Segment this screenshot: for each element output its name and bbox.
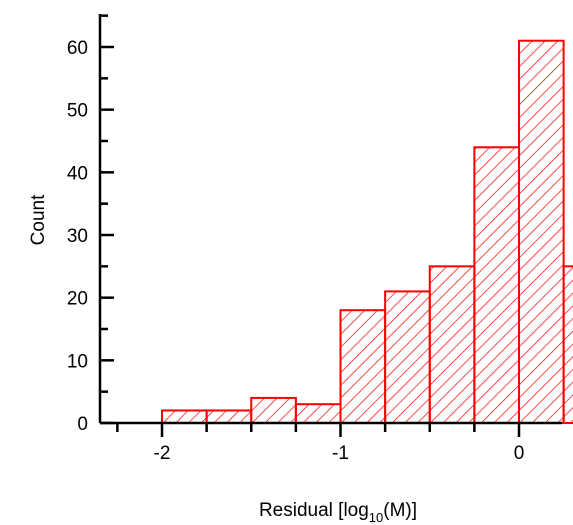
histogram-bar (428, 265, 476, 425)
histogram-bar (473, 146, 520, 424)
bars-group (161, 39, 573, 425)
x-tick-label: -1 (332, 443, 349, 464)
y-tick-label: 0 (77, 414, 88, 435)
y-tick-label: 60 (67, 38, 88, 59)
y-tick-label: 50 (67, 101, 88, 122)
histogram-bar (250, 396, 297, 424)
x-tick-label: -2 (154, 443, 171, 464)
y-tick-label: 10 (67, 351, 88, 372)
x-tick-label: 0 (514, 443, 525, 464)
histogram-bar (384, 290, 431, 424)
y-tick-label: 20 (67, 289, 88, 310)
y-tick-label: 40 (67, 163, 88, 184)
histogram-bar (562, 265, 573, 425)
x-axis-title-suffix: (M)] (383, 500, 417, 521)
axes-group (98, 14, 562, 437)
histogram-bar (339, 309, 387, 425)
x-axis-title: Residual [log10(M)] (259, 500, 417, 525)
histogram-bar (518, 39, 565, 424)
y-axis-title: Count (28, 194, 49, 245)
y-tick-label: 30 (67, 226, 88, 247)
histogram-bar (161, 409, 208, 425)
histogram-bar (205, 409, 253, 425)
x-axis-title-subscript: 10 (369, 510, 383, 525)
histogram-bar (294, 403, 342, 425)
x-axis-title-prefix: Residual [log (259, 500, 369, 521)
